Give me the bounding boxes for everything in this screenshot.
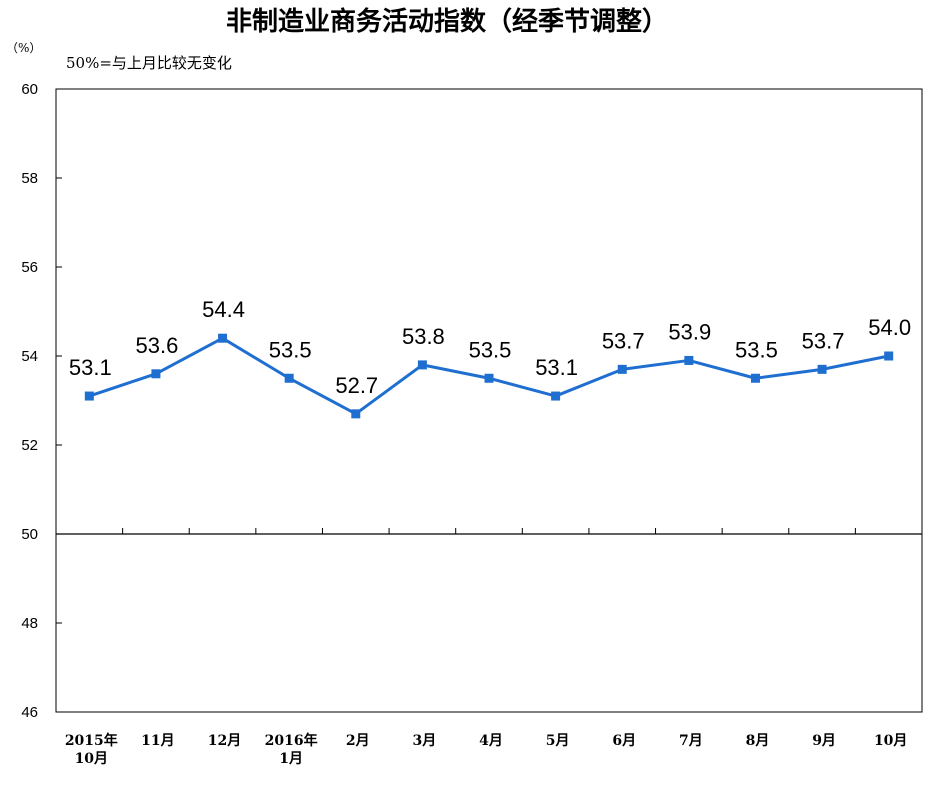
x-tick-label-line: 10月 <box>874 733 907 749</box>
data-label: 54.4 <box>202 297 245 322</box>
x-tick-label-line: 1月 <box>279 751 303 767</box>
y-tick-label: 54 <box>21 348 38 365</box>
x-tick-label: 7月 <box>679 733 703 749</box>
plot-area: 60 58 56 54 52 50 48 46 2015年 10月 11月 12月 2016年 1月 2月 3… <box>21 81 923 767</box>
data-point <box>617 364 627 374</box>
data-label: 54.0 <box>868 315 911 340</box>
data-label: 53.5 <box>469 337 512 362</box>
baseline-note: 50%=与上月比较无变化 <box>66 54 232 72</box>
x-tick-label-line: 4月 <box>479 733 503 749</box>
x-tick-label-line: 12月 <box>208 733 241 749</box>
chart-title: 非制造业商务活动指数（经季节调整） <box>226 6 668 37</box>
data-label: 53.7 <box>602 328 645 353</box>
data-point <box>884 351 894 361</box>
x-tick-label-line: 10月 <box>75 751 108 767</box>
x-tick-label: 2015年 10月 <box>65 732 118 767</box>
x-tick-label: 3月 <box>413 733 437 749</box>
y-tick-label: 60 <box>21 81 38 98</box>
data-label: 53.6 <box>136 333 179 358</box>
y-unit-label: （%） <box>6 41 41 55</box>
data-point <box>218 333 228 343</box>
data-point <box>551 391 561 401</box>
data-label: 53.5 <box>269 337 312 362</box>
x-tick-label-line: 11月 <box>141 733 174 749</box>
x-tick-label: 11月 <box>141 733 174 749</box>
x-tick-label: 12月 <box>208 733 241 749</box>
x-tick-label-line: 6月 <box>612 733 636 749</box>
x-tick-label-line: 8月 <box>746 733 770 749</box>
data-label: 53.1 <box>69 355 112 380</box>
x-tick-label: 6月 <box>612 733 636 749</box>
data-label: 53.1 <box>535 355 578 380</box>
data-label: 53.5 <box>735 337 778 362</box>
y-tick-label: 52 <box>21 437 38 454</box>
plot-frame <box>55 88 923 713</box>
x-tick-label: 10月 <box>874 733 907 749</box>
data-label: 53.9 <box>668 319 711 344</box>
data-point <box>417 360 427 370</box>
x-tick-label-line: 7月 <box>679 733 703 749</box>
x-tick-label: 9月 <box>812 733 836 749</box>
x-tick-label: 2016年 1月 <box>265 732 318 767</box>
y-tick-label: 46 <box>21 704 38 721</box>
data-label: 52.7 <box>335 373 378 398</box>
data-point <box>750 373 760 383</box>
x-tick-label: 4月 <box>479 733 503 749</box>
data-label: 53.8 <box>402 324 445 349</box>
data-point <box>351 409 361 419</box>
data-point <box>817 364 827 374</box>
data-label: 53.7 <box>802 328 845 353</box>
data-point <box>484 373 494 383</box>
data-point <box>284 373 294 383</box>
y-tick-label: 56 <box>21 259 38 276</box>
x-tick-label-line: 3月 <box>413 733 437 749</box>
y-tick-label: 48 <box>21 615 38 632</box>
x-tick-label-line: 2月 <box>346 733 370 749</box>
x-tick-label-line: 9月 <box>812 733 836 749</box>
x-tick-label: 5月 <box>546 733 570 749</box>
x-tick-label: 8月 <box>746 733 770 749</box>
x-tick-label-line: 5月 <box>546 733 570 749</box>
x-tick-label-line: 2016年 <box>265 732 318 749</box>
x-tick-label-line: 2015年 <box>65 732 118 749</box>
y-tick-label: 58 <box>21 170 38 187</box>
data-point <box>684 355 694 365</box>
x-tick-label: 2月 <box>346 733 370 749</box>
y-tick-label: 50 <box>21 526 38 543</box>
data-point <box>84 391 94 401</box>
data-point <box>151 369 161 379</box>
